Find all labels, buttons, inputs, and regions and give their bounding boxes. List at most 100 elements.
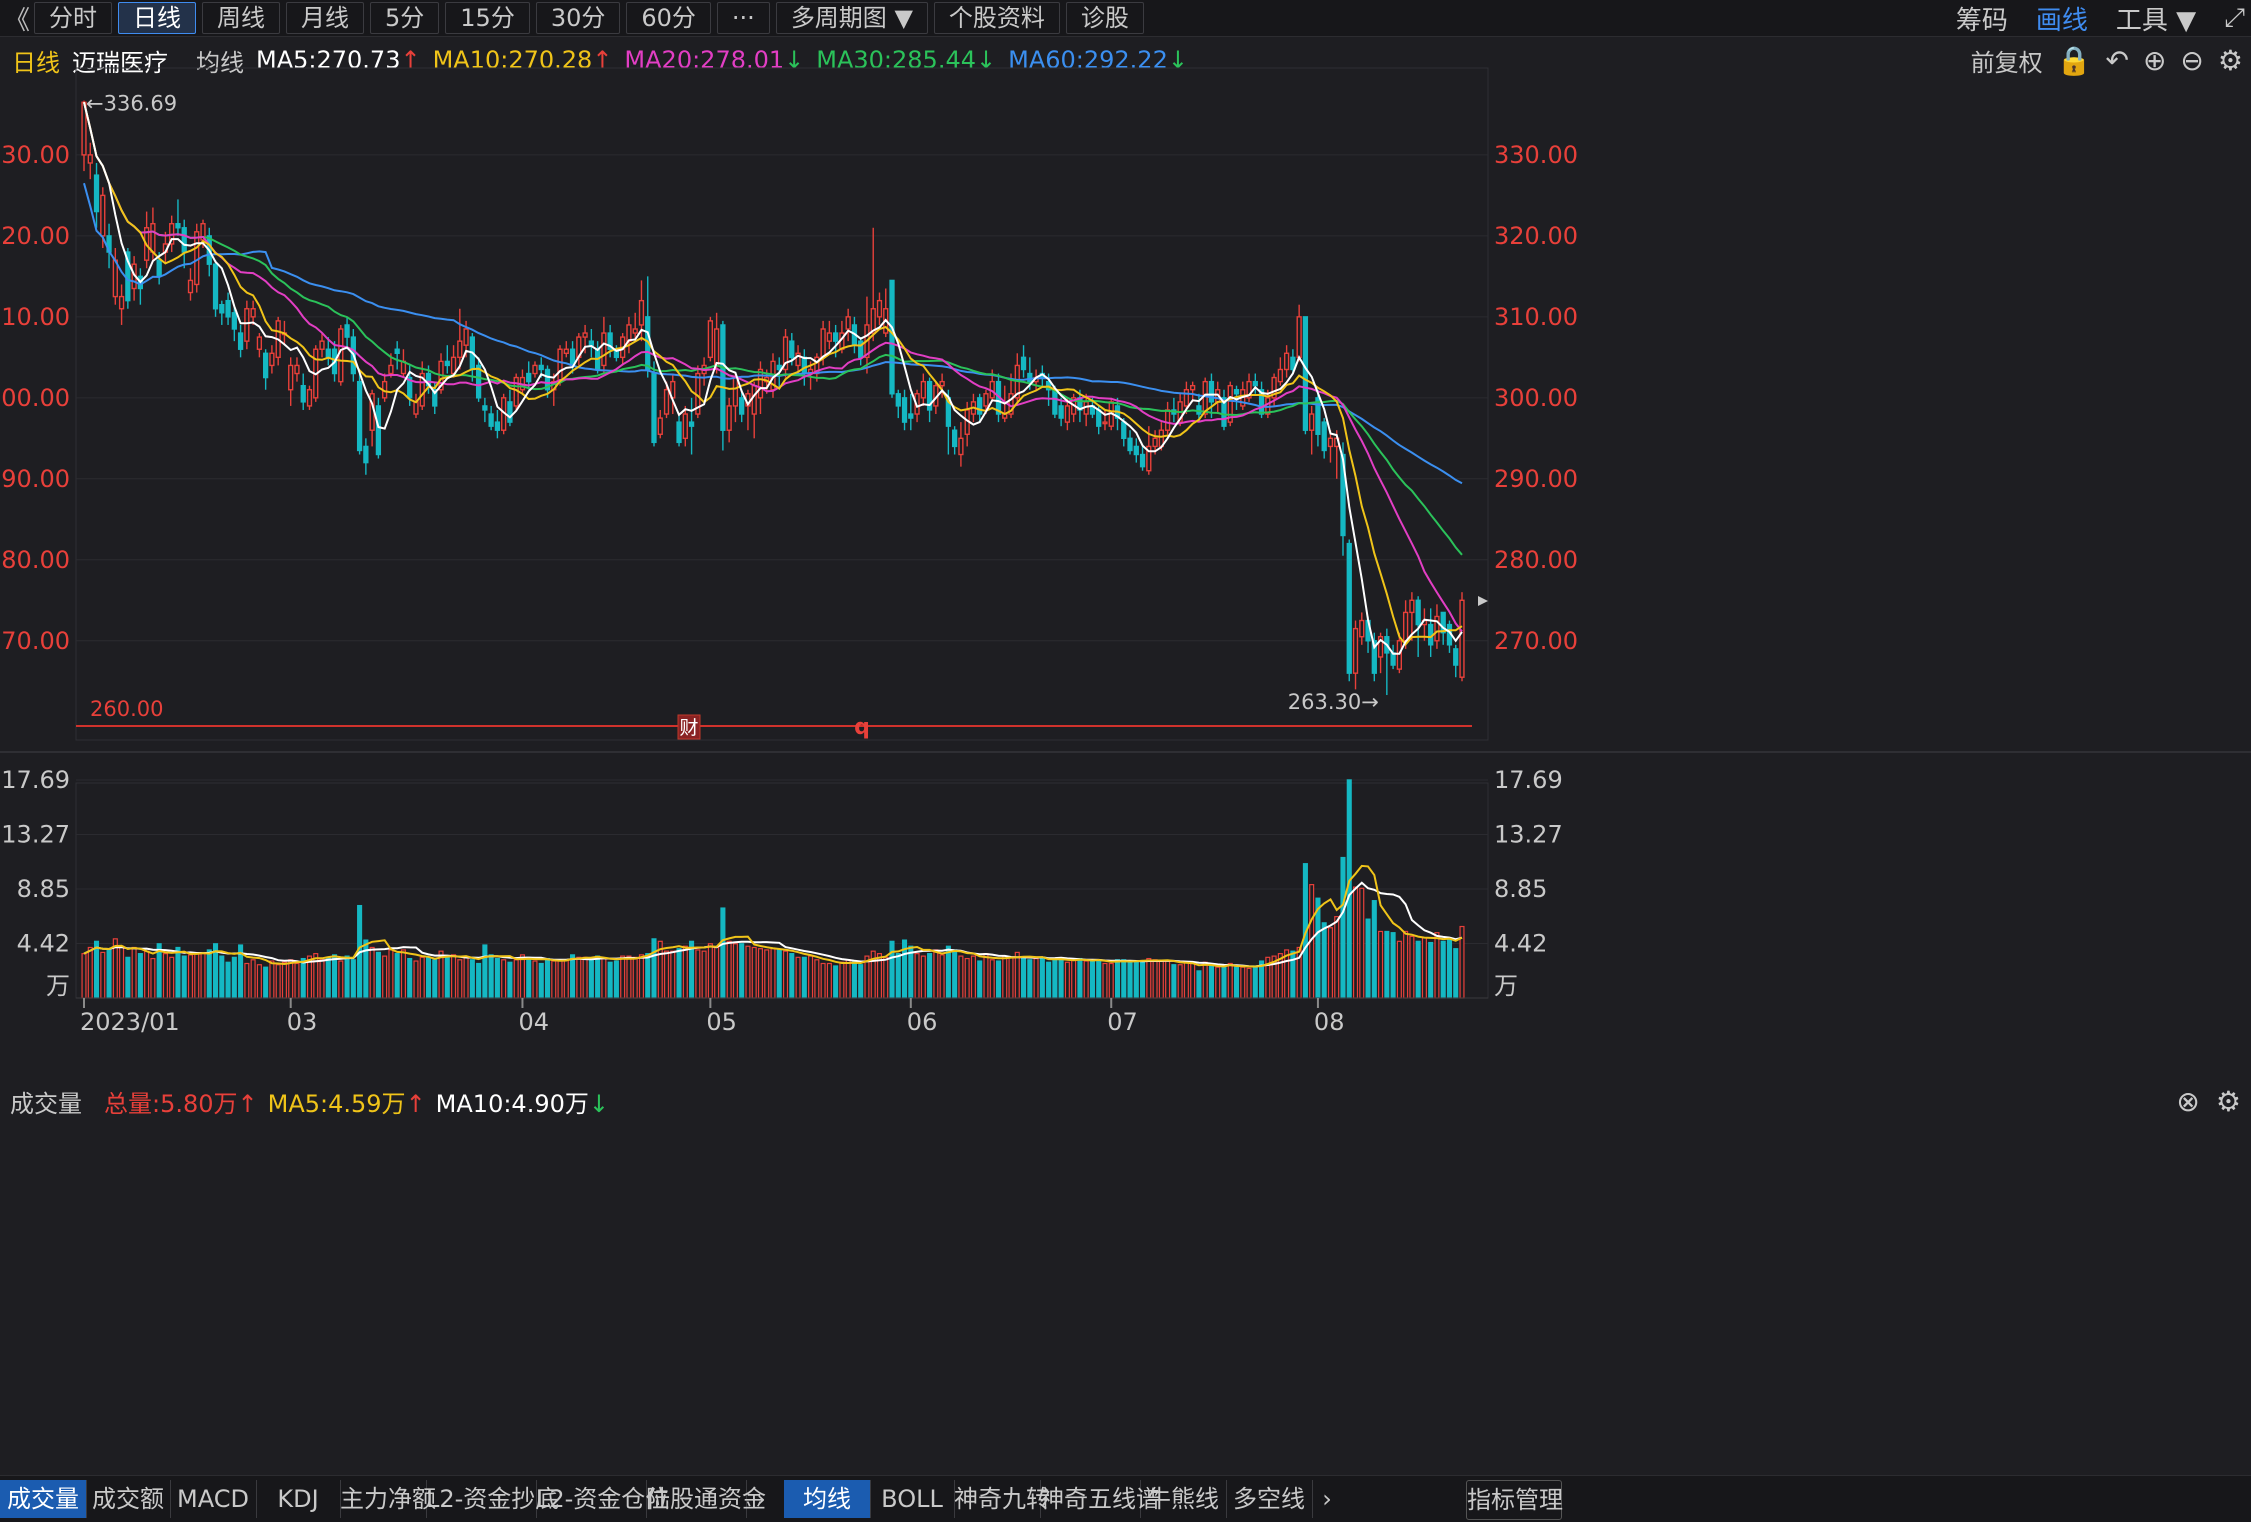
candle [895, 389, 901, 419]
kline-chart[interactable]: 330.00 320.00 310.00 300.00 290.00 280.00 270.… [0, 0, 2251, 1475]
tab-five-lines[interactable]: 神奇五线谱 [1040, 1480, 1160, 1518]
lock-icon[interactable]: 🔒 [2056, 43, 2092, 77]
tab-60min[interactable]: 60分 [626, 2, 711, 34]
tools-dropdown[interactable]: 工具 ▼ [2115, 5, 2197, 36]
settings-icon[interactable]: ⚙ [2215, 1084, 2241, 1118]
draw-line-button[interactable]: 画线 [2035, 5, 2088, 36]
zoom-out-icon[interactable]: ⊖ [2180, 43, 2204, 77]
volume-bar [1365, 918, 1371, 999]
tab-main-net[interactable]: 主力净额 [340, 1480, 436, 1518]
indicator-manage-button[interactable]: 指标管理 [1466, 1480, 1563, 1520]
volume-bar [1371, 900, 1377, 999]
volume-bar [1146, 957, 1152, 999]
volume-bar [275, 964, 281, 999]
candle-body [1064, 405, 1071, 423]
volume-bar [482, 944, 488, 999]
volume-bar [551, 960, 557, 999]
candle-body [926, 380, 933, 411]
candle [1359, 612, 1365, 645]
finance-marker-box [677, 714, 701, 740]
scroll-right-icon[interactable]: › [756, 1485, 766, 1513]
tab-15min[interactable]: 15分 [445, 2, 530, 34]
tab-daily[interactable]: 日线 [118, 2, 196, 34]
candle [651, 361, 657, 447]
tab-monthly[interactable]: 月线 [286, 2, 364, 34]
candle-body [294, 364, 300, 375]
candle-body [1352, 627, 1359, 674]
tab-l2-position[interactable]: L2-资金仓位 [536, 1480, 669, 1518]
fullscreen-icon[interactable]: ⤢ [2224, 2, 2245, 33]
tab-bull-bear[interactable]: 牛熊线 [1140, 1480, 1227, 1518]
candle-body [237, 332, 244, 350]
adjust-label[interactable]: 前复权 [1970, 48, 2043, 77]
tab-l2-bottom[interactable]: L2-资金抄底 [426, 1480, 559, 1518]
candle [751, 381, 757, 439]
candle [870, 227, 876, 342]
tab-5min[interactable]: 5分 [370, 2, 440, 34]
candle [269, 345, 275, 374]
tab-turnover[interactable]: 成交额 [86, 1480, 171, 1518]
candle [601, 316, 607, 374]
undo-icon[interactable]: ↶ [2105, 43, 2129, 77]
tab-volume[interactable]: 成交量 [0, 1480, 87, 1518]
close-icon[interactable]: ⊗ [2176, 1084, 2200, 1118]
volume-bar [244, 962, 250, 999]
price-tick-label-right: 310.00 [1494, 303, 1578, 331]
volume-ma5-line [83, 864, 1463, 968]
volume-bar [338, 960, 344, 999]
top-toolbar: 《 分时 日线 周线 月线 5分 15分 30分 60分 ··· 多周期图 ▼ … [0, 0, 2251, 37]
tab-nine-turn[interactable]: 神奇九转 [954, 1480, 1050, 1518]
volume-ma5: MA5:4.59万↑ [267, 1089, 426, 1118]
volume-title[interactable]: 成交量 [10, 1089, 82, 1118]
stock-profile-button[interactable]: 个股资料 [933, 2, 1060, 34]
tab-kdj[interactable]: KDJ [256, 1480, 341, 1518]
volume-bar [626, 955, 632, 999]
candle [532, 361, 538, 378]
candle-body [563, 348, 569, 354]
volume-bar [939, 954, 945, 999]
tab-30min[interactable]: 30分 [535, 2, 621, 34]
more-periods-button[interactable]: ··· [716, 2, 770, 34]
candle-body [1102, 421, 1108, 425]
tab-hk-connect[interactable]: 陆股通资金 [646, 1480, 766, 1518]
candle [1371, 632, 1377, 682]
zoom-in-icon[interactable]: ⊕ [2142, 43, 2167, 77]
back-icon[interactable]: 《 [3, 5, 30, 36]
tab-ma[interactable]: 均线 [784, 1480, 871, 1518]
chip-distribution-button[interactable]: 筹码 [1955, 5, 2008, 36]
tab-minute[interactable]: 分时 [34, 2, 112, 34]
volume-bar [701, 950, 707, 999]
tab-long-short[interactable]: 多空线 [1226, 1480, 1313, 1518]
diagnose-button[interactable]: 诊股 [1065, 2, 1144, 34]
top-right-tools: 筹码 画线 工具 ▼ ⤢ [1956, 0, 2251, 36]
volume-bar [1021, 956, 1027, 999]
candle-body [1096, 409, 1102, 427]
volume-bar [469, 959, 475, 999]
volume-unit-left: 万 [46, 972, 70, 1000]
candle [1133, 438, 1139, 463]
candle-body [388, 364, 394, 375]
volume-bar [1240, 966, 1246, 999]
volume-bar [826, 962, 832, 999]
volume-bar [288, 959, 294, 999]
candle [952, 426, 958, 455]
candle-body [212, 263, 219, 310]
multi-period-dropdown[interactable]: 多周期图 ▼ [775, 2, 928, 34]
tab-boll[interactable]: BOLL [870, 1480, 955, 1518]
candle-body [544, 368, 551, 391]
candle-body [908, 413, 914, 419]
x-tick-label: 07 [1107, 1008, 1138, 1036]
candle-body [776, 364, 782, 371]
volume-bar [250, 959, 256, 999]
volume-bar [1158, 960, 1164, 999]
volume-bar [1252, 965, 1258, 999]
tab-macd[interactable]: MACD [170, 1480, 257, 1518]
volume-bar [676, 948, 682, 999]
scroll-right-icon[interactable]: › [1322, 1485, 1332, 1513]
tab-weekly[interactable]: 周线 [202, 2, 280, 34]
candle [137, 268, 144, 305]
volume-bar [851, 961, 857, 999]
settings-icon[interactable]: ⚙ [2217, 43, 2243, 77]
ma-title[interactable]: 均线 [196, 48, 244, 77]
candle [482, 397, 488, 423]
